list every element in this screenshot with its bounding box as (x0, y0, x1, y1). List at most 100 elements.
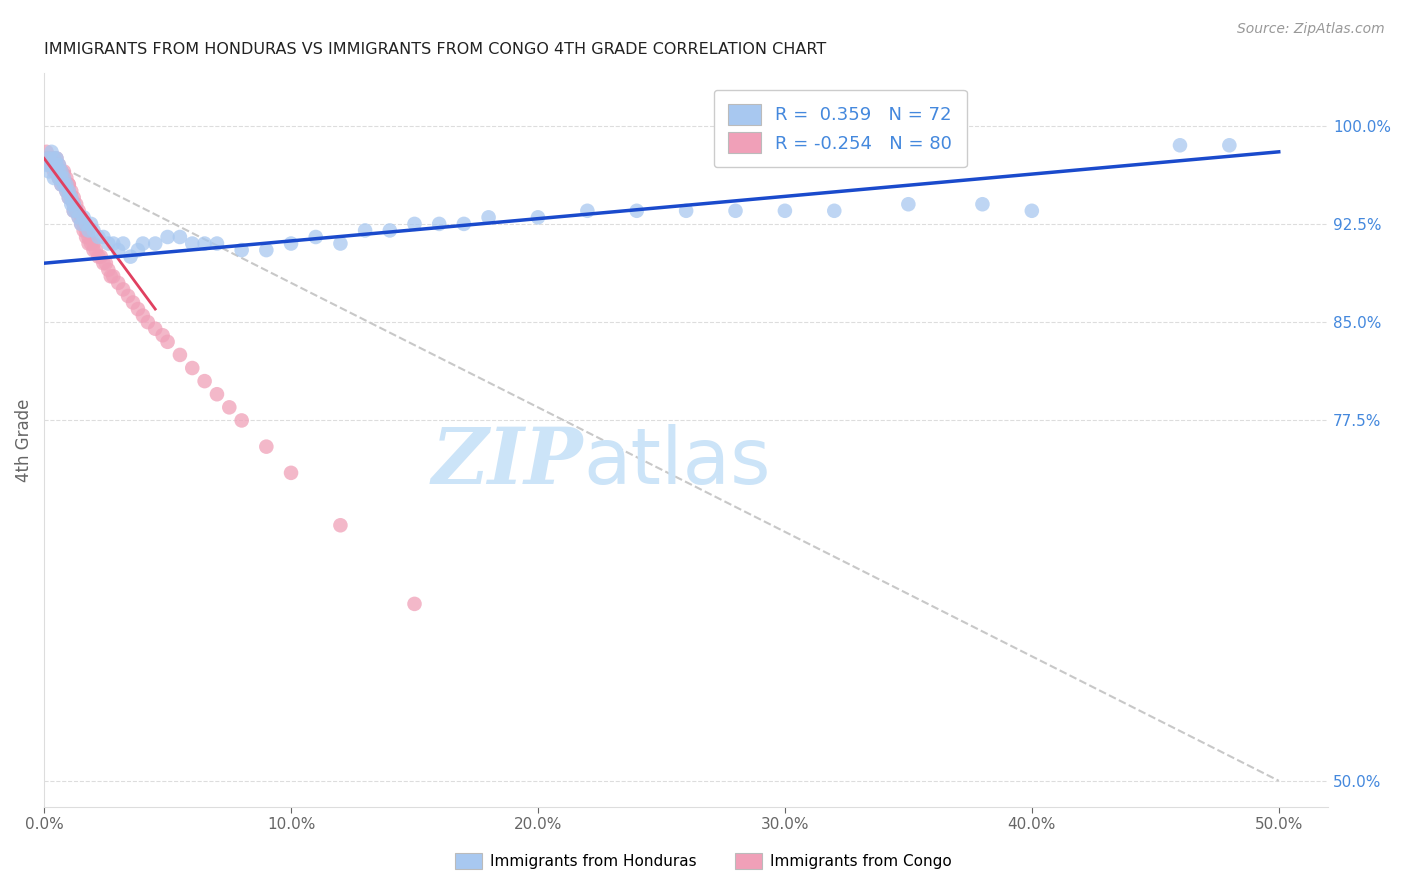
Point (67, 203, 90, 218)
Point (58, 178, 80, 192)
Point (45, 158, 67, 172)
Point (77, 236, 100, 251)
Point (107, 276, 129, 290)
Point (132, 309, 155, 323)
Point (67, 211, 90, 225)
Point (38, 158, 60, 172)
Point (100, 269, 122, 284)
Point (62, 197, 84, 211)
Point (143, 322, 166, 336)
Point (305, 230, 328, 244)
Point (972, 197, 994, 211)
Point (60, 191, 83, 205)
Point (52, 178, 75, 192)
Point (823, 203, 845, 218)
Point (143, 236, 166, 251)
Point (156, 230, 179, 244)
Point (42, 152, 65, 166)
Point (117, 289, 139, 303)
Point (55, 184, 77, 198)
Point (80, 236, 103, 251)
Legend: Immigrants from Honduras, Immigrants from Congo: Immigrants from Honduras, Immigrants fro… (449, 847, 957, 875)
Point (60, 184, 83, 198)
Point (55, 184, 77, 198)
Text: IMMIGRANTS FROM HONDURAS VS IMMIGRANTS FROM CONGO 4TH GRADE CORRELATION CHART: IMMIGRANTS FROM HONDURAS VS IMMIGRANTS F… (44, 42, 827, 57)
Point (48, 158, 70, 172)
Point (97, 262, 120, 277)
Point (453, 217, 475, 231)
Point (51, 171, 73, 186)
Point (35, 158, 58, 172)
Point (103, 269, 125, 284)
Point (77, 230, 100, 244)
Point (38, 152, 60, 166)
Point (48, 164, 70, 178)
Point (773, 203, 796, 218)
Point (231, 243, 253, 257)
Point (42, 171, 65, 186)
Point (62, 203, 84, 218)
Point (75, 223, 97, 237)
Point (169, 230, 191, 244)
Point (45, 152, 67, 166)
Point (75, 217, 97, 231)
Point (72, 223, 94, 237)
Point (45, 158, 67, 172)
Point (77, 223, 100, 237)
Point (477, 211, 499, 225)
Point (724, 203, 747, 218)
Point (254, 243, 277, 257)
Point (378, 223, 401, 237)
Point (231, 413, 253, 427)
Point (122, 295, 145, 310)
Point (55, 178, 77, 192)
Point (60, 197, 83, 211)
Point (52, 164, 75, 178)
Point (65, 197, 87, 211)
Point (75, 230, 97, 244)
Point (136, 315, 159, 329)
Point (120, 250, 142, 264)
Point (41, 145, 63, 159)
Point (62, 197, 84, 211)
Point (280, 236, 302, 251)
Point (48, 171, 70, 186)
Point (51, 164, 73, 178)
Point (58, 178, 80, 192)
Point (1168, 138, 1191, 153)
Point (58, 191, 80, 205)
Point (55, 178, 77, 192)
Point (194, 374, 217, 388)
Point (45, 164, 67, 178)
Point (52, 178, 75, 192)
Point (87, 250, 110, 264)
Point (62, 203, 84, 218)
Point (45, 152, 67, 166)
Point (93, 230, 115, 244)
Point (58, 184, 80, 198)
Point (897, 197, 920, 211)
Point (58, 184, 80, 198)
Text: Source: ZipAtlas.com: Source: ZipAtlas.com (1237, 22, 1385, 37)
Point (82, 223, 104, 237)
Point (1021, 203, 1043, 218)
Point (218, 401, 240, 415)
Point (42, 158, 65, 172)
Text: atlas: atlas (583, 424, 770, 500)
Point (62, 191, 84, 205)
Point (427, 217, 450, 231)
Point (82, 236, 104, 251)
Point (48, 164, 70, 178)
Point (52, 171, 75, 186)
Point (41, 158, 63, 172)
Point (1218, 138, 1240, 153)
Point (97, 236, 120, 251)
Point (84, 243, 107, 257)
Point (65, 203, 87, 218)
Point (93, 256, 115, 270)
Point (65, 203, 87, 218)
Point (41, 158, 63, 172)
Point (205, 387, 228, 401)
Point (156, 334, 179, 349)
Point (51, 164, 73, 178)
